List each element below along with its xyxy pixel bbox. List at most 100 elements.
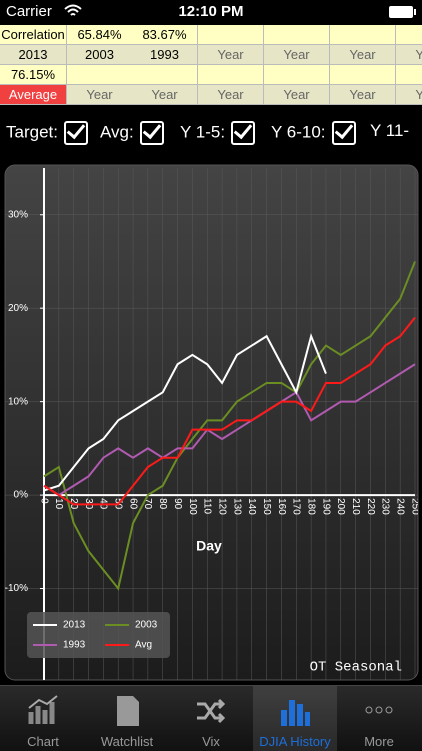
legend-label: 2013 bbox=[63, 620, 86, 631]
x-tick-label: 170 bbox=[291, 498, 302, 515]
table-cell: Year bbox=[330, 85, 396, 105]
table-cell: 76.15% bbox=[0, 65, 67, 85]
series-line bbox=[43, 261, 416, 591]
x-tick-label: 130 bbox=[231, 498, 242, 515]
y-tick-label: 10% bbox=[8, 396, 28, 407]
x-tick-label: 210 bbox=[350, 498, 361, 515]
table-cell: Year bbox=[198, 85, 264, 105]
tab-label: Watchlist bbox=[100, 734, 154, 749]
table-cell: Year bbox=[198, 45, 264, 65]
table-cell: Year bbox=[330, 45, 396, 65]
empty-cell bbox=[396, 65, 422, 85]
x-axis-label: Day bbox=[196, 538, 222, 554]
watermark: OT Seasonal bbox=[310, 660, 402, 676]
legend-label: 2003 bbox=[135, 620, 158, 631]
tab-item[interactable]: Vix bbox=[169, 686, 253, 751]
correlation-table: Correlation 65.84% 83.67% 2013 2003 1993 Year Y… bbox=[0, 25, 422, 105]
x-tick-label: 60 bbox=[127, 498, 138, 510]
table-cell: 1993 bbox=[132, 45, 198, 65]
carrier: Carrier bbox=[6, 3, 52, 20]
checkbox[interactable] bbox=[331, 121, 356, 145]
filter-label: Y 6-10: bbox=[271, 122, 326, 142]
battery-icon bbox=[389, 6, 416, 18]
x-tick-label: 150 bbox=[261, 498, 272, 515]
tab-bar: Chart Watchlist Vix DJIA History More bbox=[0, 685, 422, 751]
x-tick-label: 80 bbox=[157, 498, 168, 510]
empty-cell bbox=[132, 65, 198, 85]
x-tick-label: 140 bbox=[246, 498, 257, 515]
checkbox[interactable] bbox=[231, 121, 256, 145]
tab-icon bbox=[361, 694, 397, 728]
x-tick-label: 110 bbox=[202, 498, 213, 514]
y-tick-label: 0% bbox=[14, 490, 29, 501]
empty-cell bbox=[264, 25, 330, 45]
x-tick-label: 90 bbox=[172, 498, 183, 510]
table-cell: 2013 bbox=[0, 45, 67, 65]
y-tick-label: -10% bbox=[5, 583, 28, 594]
x-tick-label: 100 bbox=[187, 498, 198, 515]
x-tick-label: 160 bbox=[276, 498, 287, 515]
tab-item[interactable]: Chart bbox=[1, 686, 85, 751]
empty-cell bbox=[198, 65, 264, 85]
status-bar: Carrier 12:10 PM bbox=[0, 0, 422, 24]
x-tick-label: 250 bbox=[409, 498, 420, 515]
empty-cell bbox=[396, 25, 422, 45]
table-cell: Correlation bbox=[0, 25, 67, 45]
table-cell: 65.84% bbox=[67, 25, 133, 45]
filter-toggle[interactable]: Y 11- bbox=[370, 121, 409, 141]
wifi-icon bbox=[64, 4, 82, 16]
empty-cell bbox=[67, 65, 133, 85]
tab-label: Chart bbox=[27, 734, 59, 749]
chart-panel bbox=[4, 164, 419, 681]
table-cell: Year bbox=[132, 85, 198, 105]
table-cell: Year bbox=[396, 85, 422, 105]
filter-toggle[interactable]: Y 6-10: bbox=[271, 121, 356, 145]
filter-label: Y 1-5: bbox=[180, 122, 226, 142]
filter-label: Avg: bbox=[100, 122, 134, 142]
filter-bar: Target: Avg: Y 1-5: Y 6-10: Y 11- bbox=[0, 118, 422, 148]
checkbox[interactable] bbox=[63, 121, 88, 145]
table-cell: Average bbox=[0, 85, 67, 105]
tab-icon bbox=[25, 694, 61, 728]
table-cell: 2003 bbox=[67, 45, 133, 65]
tab-icon bbox=[109, 694, 145, 728]
tab-label: DJIA History bbox=[259, 734, 331, 749]
table-cell: 83.67% bbox=[132, 25, 198, 45]
filter-label: Target: bbox=[6, 122, 58, 142]
legend-box bbox=[27, 612, 170, 658]
tab-item[interactable]: Watchlist bbox=[85, 686, 169, 751]
checkbox[interactable] bbox=[139, 121, 164, 145]
empty-cell bbox=[330, 65, 396, 85]
x-tick-label: 200 bbox=[335, 498, 346, 515]
empty-cell bbox=[198, 25, 264, 45]
filter-toggle[interactable]: Y 1-5: bbox=[180, 121, 256, 145]
series-line bbox=[43, 316, 416, 506]
x-tick-label: 190 bbox=[320, 498, 331, 515]
x-tick-label: 240 bbox=[395, 498, 406, 515]
tab-item[interactable]: More bbox=[337, 686, 421, 751]
filter-label: Y 11- bbox=[370, 121, 410, 140]
table-cell: Year bbox=[67, 85, 133, 105]
table-cell: Year bbox=[264, 85, 330, 105]
x-tick-label: 180 bbox=[305, 498, 316, 515]
empty-cell bbox=[330, 25, 396, 45]
series-line bbox=[43, 333, 327, 492]
series-line bbox=[43, 363, 416, 497]
x-tick-label: 70 bbox=[142, 498, 153, 510]
table-cell: Year bbox=[264, 45, 330, 65]
x-tick-label: 120 bbox=[216, 498, 227, 515]
filter-toggle[interactable]: Avg: bbox=[100, 121, 164, 145]
x-tick-label: 10 bbox=[53, 498, 64, 510]
chart: 0102030405060708090100110120130140150160… bbox=[4, 164, 420, 681]
x-tick-label: 220 bbox=[365, 498, 376, 515]
tab-icon bbox=[193, 694, 229, 728]
filter-toggle[interactable]: Target: bbox=[6, 121, 88, 145]
tab-label: Vix bbox=[202, 734, 220, 749]
x-tick-label: 230 bbox=[380, 498, 391, 515]
legend-label: 1993 bbox=[63, 640, 86, 651]
tab-item[interactable]: DJIA History bbox=[253, 686, 337, 751]
table-cell: Year bbox=[396, 45, 422, 65]
y-tick-label: 30% bbox=[8, 209, 28, 220]
legend-label: Avg bbox=[135, 640, 152, 651]
empty-cell bbox=[264, 65, 330, 85]
